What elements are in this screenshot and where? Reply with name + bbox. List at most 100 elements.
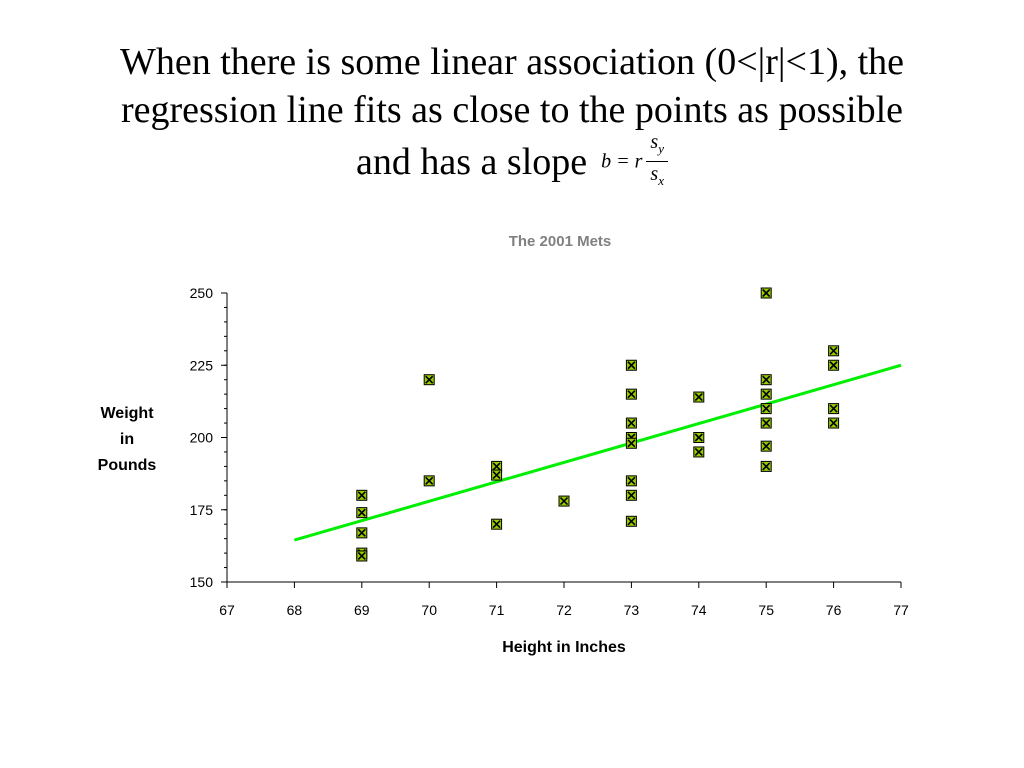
data-point — [356, 550, 368, 562]
y-tick-label: 200 — [190, 430, 214, 446]
x-tick-label: 69 — [354, 602, 370, 618]
data-point — [356, 527, 368, 539]
y-tick-label: 175 — [190, 502, 214, 518]
x-tick-label: 73 — [624, 602, 640, 618]
data-point — [625, 489, 637, 501]
y-tick-label: 150 — [190, 574, 214, 590]
data-point — [625, 475, 637, 487]
data-point-cross — [357, 528, 366, 537]
data-point — [760, 388, 772, 400]
data-point-cross — [559, 497, 569, 506]
formula-numerator-symbol: s — [650, 131, 659, 153]
data-points — [356, 287, 840, 562]
formula-numerator-subscript: y — [658, 141, 664, 156]
data-point-cross — [694, 447, 703, 457]
x-tick-label: 71 — [489, 602, 505, 618]
formula-denominator: sx — [646, 162, 668, 193]
data-point-cross — [762, 390, 771, 399]
slope-formula: b = r sy sx — [601, 130, 668, 193]
x-tick-label: 68 — [287, 602, 303, 618]
heading-line-1: When there is some linear association (0… — [119, 41, 905, 83]
data-point-cross — [492, 462, 501, 471]
formula-numerator: sy — [646, 130, 668, 162]
data-point-cross — [829, 418, 838, 428]
data-point-cross — [627, 491, 636, 500]
data-point-cross — [627, 476, 636, 485]
data-point-cross — [357, 508, 366, 517]
regression-line — [293, 363, 902, 542]
data-point — [760, 440, 772, 452]
x-tick-label: 70 — [421, 602, 437, 618]
data-point-cross — [627, 439, 636, 448]
data-point — [356, 507, 368, 519]
data-point-cross — [425, 375, 434, 384]
data-point-cross — [762, 418, 771, 428]
formula-denominator-symbol: s — [650, 163, 659, 185]
data-point-cross — [829, 361, 838, 370]
formula-fraction: sy sx — [646, 130, 668, 193]
data-point — [625, 515, 637, 527]
data-point-cross — [829, 404, 838, 413]
y-tick-label: 225 — [190, 357, 214, 373]
x-axis-title: Height in Inches — [502, 639, 626, 656]
data-point — [828, 417, 840, 429]
data-point-cross — [762, 442, 771, 451]
data-point-cross — [627, 361, 636, 370]
data-point — [693, 391, 705, 403]
data-point-cross — [762, 288, 771, 298]
x-tick-label: 76 — [826, 602, 842, 618]
data-point — [693, 446, 705, 458]
data-point-cross — [829, 346, 838, 355]
data-point — [356, 489, 368, 501]
data-point — [423, 475, 435, 487]
x-tick-label: 67 — [219, 602, 235, 618]
data-point — [828, 345, 840, 357]
data-point-cross — [492, 471, 501, 480]
slide-heading: When there is some linear association (0… — [0, 38, 1024, 197]
heading-line-3: and has a slope b = r sy sx — [0, 131, 1024, 197]
data-point-cross — [627, 418, 636, 428]
data-point — [491, 469, 503, 481]
data-point-cross — [492, 520, 501, 529]
data-point-cross — [425, 476, 434, 485]
data-point — [625, 417, 637, 429]
data-point — [423, 374, 435, 386]
y-axis-title-line: Weight — [100, 405, 154, 422]
data-point — [625, 437, 637, 449]
y-tick-label: 250 — [190, 285, 214, 301]
data-point — [760, 417, 772, 429]
x-tick-label: 75 — [758, 602, 774, 618]
heading-line-2: regression line fits as close to the poi… — [120, 89, 904, 131]
x-tick-label: 77 — [893, 602, 909, 618]
y-axis-title-line: Pounds — [98, 457, 157, 474]
data-point-cross — [627, 517, 636, 526]
x-tick-label: 74 — [691, 602, 707, 618]
data-point-cross — [694, 392, 703, 402]
data-point-cross — [762, 404, 771, 413]
regression-line-group — [293, 363, 902, 542]
data-point — [828, 359, 840, 371]
data-point — [828, 403, 840, 415]
data-point-cross — [357, 551, 366, 561]
data-point-cross — [357, 491, 366, 500]
data-point — [693, 432, 705, 443]
y-axis-title: Weight in Pounds — [98, 405, 157, 474]
data-point-cross — [627, 390, 636, 399]
heading-line-3-text: and has a slope — [356, 141, 588, 184]
chart-title: The 2001 Mets — [509, 233, 612, 250]
data-point-cross — [694, 433, 703, 442]
data-point — [760, 460, 772, 472]
axes: 150 175 200 225 250 67 68 69 70 71 72 73 74 75 76 77 — [190, 285, 909, 618]
y-axis-title-line: in — [120, 431, 134, 448]
data-point — [625, 359, 637, 371]
data-point-cross — [762, 375, 771, 384]
data-point — [760, 287, 772, 299]
formula-lhs: b = r — [601, 150, 643, 173]
formula-denominator-subscript: x — [658, 173, 664, 188]
data-point — [625, 388, 637, 400]
data-point — [491, 518, 503, 530]
data-point — [760, 403, 772, 415]
data-point — [760, 374, 772, 386]
data-point-cross — [762, 462, 771, 471]
